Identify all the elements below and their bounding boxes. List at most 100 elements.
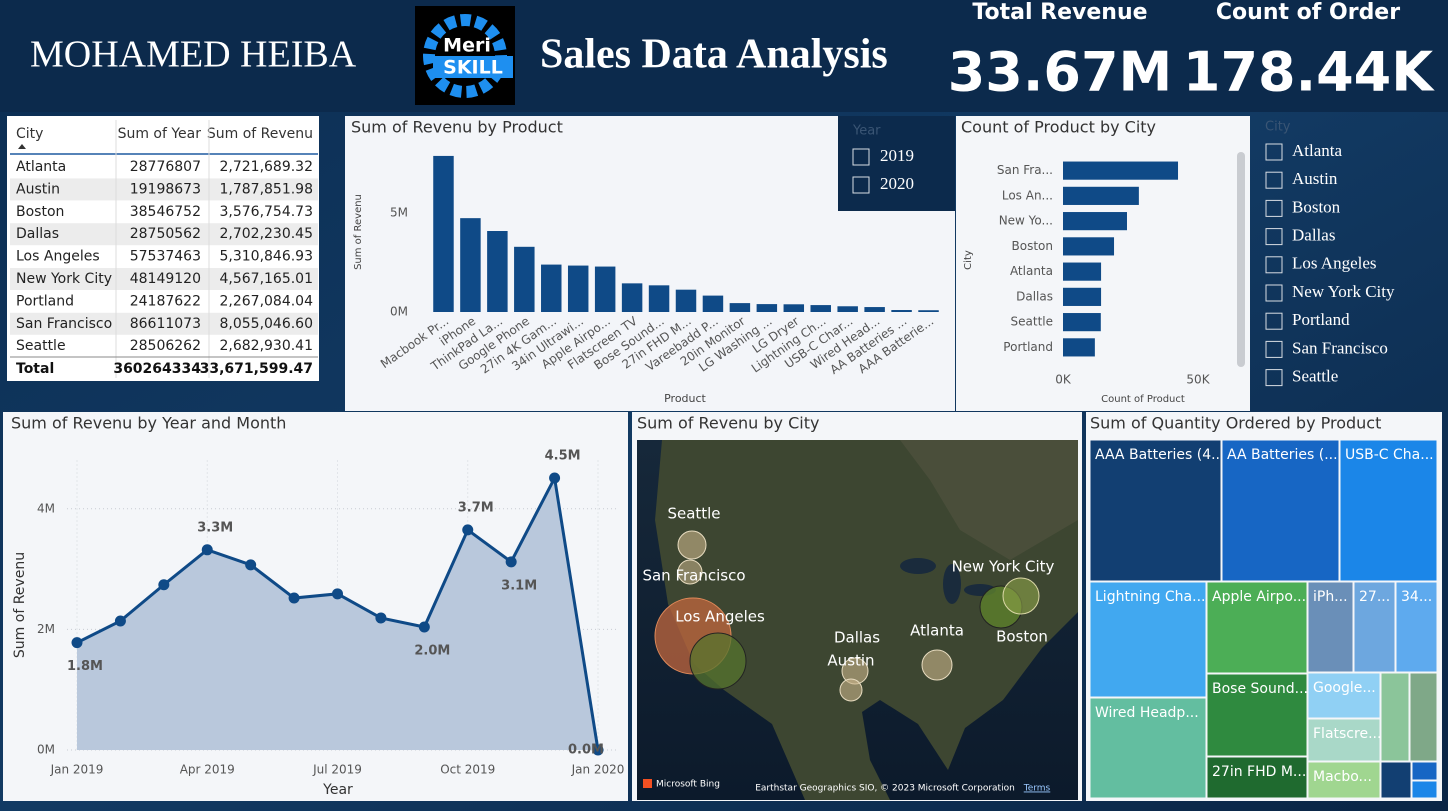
map-label: Atlanta	[910, 622, 964, 640]
treemap-tile	[1206, 673, 1308, 757]
table-total: 33,671,599.47	[200, 361, 313, 377]
x-tick-label: 0K	[1055, 373, 1072, 387]
point	[418, 621, 430, 633]
slicer-item: 2019	[880, 146, 914, 165]
y-tick-label: Atlanta	[1010, 264, 1053, 278]
x-axis-label: Year	[322, 782, 353, 798]
bar	[594, 266, 616, 312]
bar	[918, 310, 939, 312]
row-band	[10, 312, 318, 335]
checkbox[interactable]	[1265, 284, 1283, 302]
bing-logo	[643, 779, 652, 788]
treemap-tile	[1353, 581, 1396, 673]
checkbox[interactable]	[852, 176, 870, 194]
y-axis-label: City	[963, 250, 974, 270]
header-band	[0, 0, 1448, 112]
bar	[1063, 287, 1102, 306]
bar	[541, 264, 562, 312]
table-cell: 2,702,230.45	[219, 226, 313, 242]
treemap-tile	[1395, 581, 1438, 673]
map-bubble[interactable]	[677, 530, 707, 560]
slicer-item: Austin	[1292, 169, 1338, 188]
tile-label: AAA Batteries (4...	[1095, 447, 1224, 463]
map-bubble[interactable]	[839, 678, 863, 702]
bar	[783, 304, 805, 312]
data-label: 1.8M	[67, 659, 103, 674]
x-tick-label: Jul 2019	[312, 763, 362, 777]
table-total: 360264334	[113, 361, 201, 377]
y-tick-label: Boston	[1012, 239, 1053, 253]
checkbox[interactable]	[1265, 143, 1283, 161]
table-cell: Portland	[16, 293, 74, 309]
table-cell: 2,721,689.32	[219, 159, 313, 175]
checkbox[interactable]	[852, 148, 870, 166]
checkbox[interactable]	[1265, 256, 1283, 274]
x-axis-label: Count of Product	[1101, 394, 1185, 405]
bar	[1063, 313, 1101, 332]
bar	[756, 304, 778, 312]
chart-title: Sum of Revenu by Year and Month	[11, 414, 286, 433]
y-tick-label: 0M	[390, 305, 408, 319]
map-link[interactable]: Terms	[1023, 784, 1051, 794]
slicer-item: Portland	[1292, 310, 1350, 329]
map-lake	[900, 558, 936, 574]
map-bubble[interactable]	[677, 559, 703, 585]
slicer-item: Atlanta	[1292, 141, 1342, 160]
logo-band	[433, 56, 513, 78]
data-label: 3.7M	[458, 500, 494, 515]
column-header: Sum of Revenu	[207, 126, 313, 142]
y-tick-label: Los An...	[1002, 188, 1053, 202]
tile-label: Flatscre...	[1313, 726, 1381, 742]
table-cell: San Francisco	[16, 316, 112, 332]
checkbox[interactable]	[1265, 369, 1283, 387]
slicer-item: Boston	[1292, 197, 1341, 216]
map-label: Seattle	[667, 505, 720, 523]
table-cell: Austin	[16, 181, 60, 197]
author-name: MOHAMED HEIBA	[30, 34, 357, 76]
bar	[567, 265, 589, 312]
point	[288, 592, 300, 604]
tile-label: Macbo...	[1313, 769, 1372, 785]
treemap-tile	[1206, 756, 1308, 799]
checkbox[interactable]	[1265, 312, 1283, 330]
tile-label: Google...	[1313, 680, 1376, 696]
slicer-item: San Francisco	[1292, 338, 1388, 357]
y-tick-label: 0M	[37, 743, 55, 757]
map-bubble[interactable]	[921, 649, 953, 681]
bar	[1063, 186, 1139, 205]
logo-text: SKILL	[443, 57, 503, 79]
x-tick-label: Jan 2019	[50, 763, 104, 777]
x-tick-label: Oct 2019	[440, 763, 495, 777]
map-bubble[interactable]	[689, 632, 747, 690]
area	[77, 478, 598, 750]
kpi-label: Count of Order	[1216, 0, 1400, 25]
chart-title: Count of Product by City	[961, 118, 1156, 137]
map-bubble[interactable]	[1002, 577, 1040, 615]
map-land	[900, 440, 1078, 560]
map-attribution: Microsoft Bing	[656, 780, 720, 790]
treemap-tile	[1307, 718, 1381, 762]
bar	[1063, 338, 1095, 357]
table-cell: 1,787,851.98	[219, 181, 313, 197]
year-slicer	[838, 116, 955, 211]
table-cell: 28750562	[130, 226, 201, 242]
point	[332, 588, 343, 600]
checkbox[interactable]	[1265, 199, 1283, 217]
tile-label: 34...	[1401, 589, 1432, 605]
map-label: Boston	[996, 628, 1048, 646]
table-cell: 86611073	[130, 316, 201, 332]
map-lake	[943, 564, 961, 604]
tile-label: USB-C Cha...	[1345, 447, 1434, 463]
table-cell: 28506262	[130, 338, 201, 354]
dashboard-title: Sales Data Analysis	[540, 32, 888, 78]
treemap-tile	[1380, 672, 1410, 762]
checkbox[interactable]	[1265, 171, 1283, 189]
bar	[514, 246, 535, 312]
checkbox[interactable]	[1265, 228, 1283, 246]
map-label: New York City	[952, 558, 1055, 576]
table-cell: 28776807	[130, 159, 201, 175]
slicer-item: New York City	[1292, 282, 1395, 301]
checkbox[interactable]	[1265, 340, 1283, 358]
treemap-tile	[1411, 780, 1438, 799]
scrollbar[interactable]	[1237, 152, 1245, 367]
